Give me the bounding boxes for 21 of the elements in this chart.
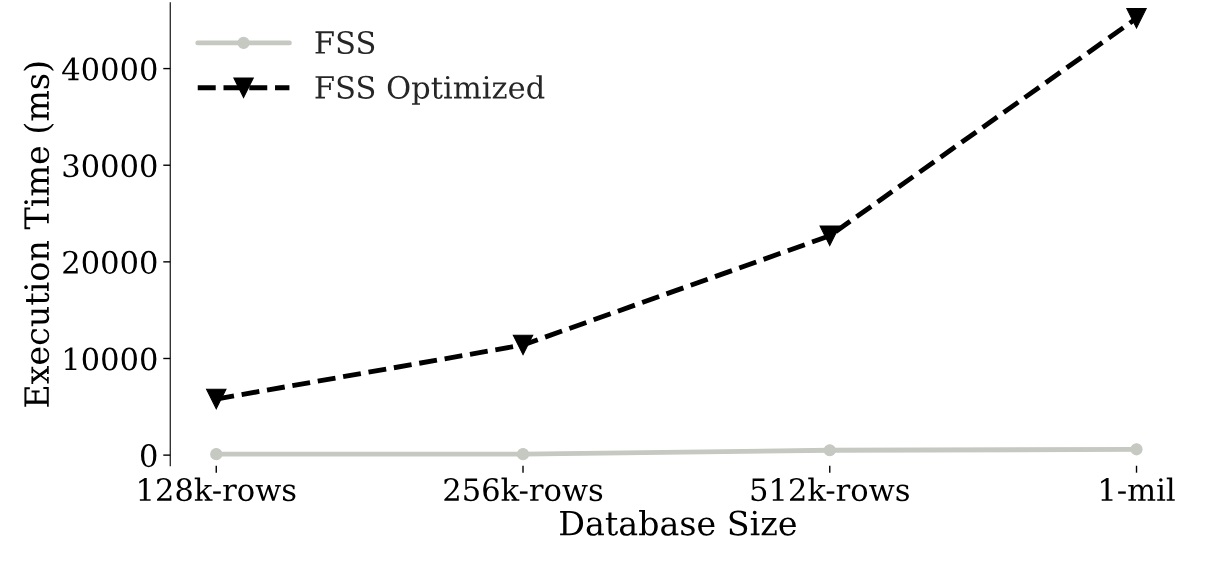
point bbox=[823, 444, 836, 457]
point bbox=[516, 448, 530, 461]
point bbox=[206, 388, 227, 410]
x-tick-label: 256k-rows bbox=[444, 477, 603, 502]
x-tick-label: 512k-rows bbox=[751, 477, 909, 502]
x-axis-title: Database Size bbox=[560, 509, 796, 536]
y-tick-label: 30000 bbox=[63, 154, 157, 178]
y-tick-label: 10000 bbox=[64, 347, 157, 371]
point bbox=[1126, 8, 1147, 29]
x-tick-label: 1-mil bbox=[1101, 477, 1175, 501]
point bbox=[210, 448, 223, 461]
y-tick-label: 20000 bbox=[63, 250, 157, 274]
y-axis-title: Execution Time (ms) bbox=[23, 62, 54, 407]
x-tick-label: 128k-rows bbox=[139, 477, 296, 502]
y-tick-label: 40000 bbox=[62, 57, 157, 81]
legend-label: FSS Optimized bbox=[315, 75, 545, 105]
y-tick-label: 0 bbox=[141, 444, 157, 468]
point bbox=[1130, 443, 1143, 456]
point bbox=[819, 225, 841, 246]
point bbox=[512, 334, 534, 356]
legend-label: FSS bbox=[315, 30, 375, 55]
